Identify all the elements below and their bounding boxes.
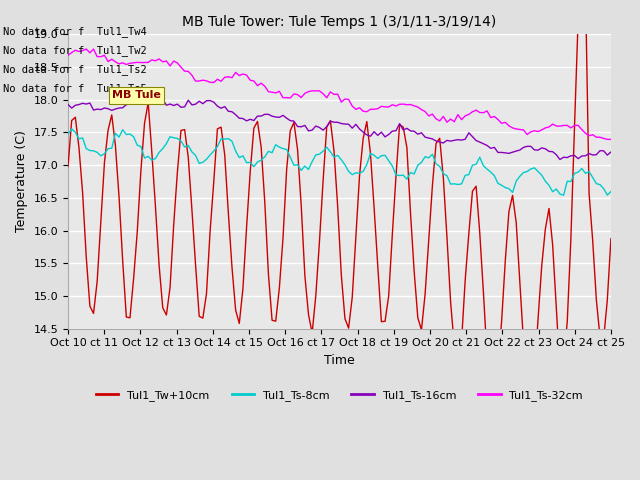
X-axis label: Time: Time <box>324 354 355 367</box>
Text: No data for f  Tul1_Ts2: No data for f Tul1_Ts2 <box>3 64 147 75</box>
Y-axis label: Temperature (C): Temperature (C) <box>15 131 28 232</box>
Text: No data for f  Tul1_Tw2: No data for f Tul1_Tw2 <box>3 45 147 56</box>
Title: MB Tule Tower: Tule Temps 1 (3/1/11-3/19/14): MB Tule Tower: Tule Temps 1 (3/1/11-3/19… <box>182 15 497 29</box>
Text: No data for f  Tul1_Tw4: No data for f Tul1_Tw4 <box>3 25 147 36</box>
Text: No data for f  Tul1_Ts5: No data for f Tul1_Ts5 <box>3 83 147 94</box>
Legend: Tul1_Tw+10cm, Tul1_Ts-8cm, Tul1_Ts-16cm, Tul1_Ts-32cm: Tul1_Tw+10cm, Tul1_Ts-8cm, Tul1_Ts-16cm,… <box>92 386 588 406</box>
Text: MB Tule: MB Tule <box>112 90 161 100</box>
